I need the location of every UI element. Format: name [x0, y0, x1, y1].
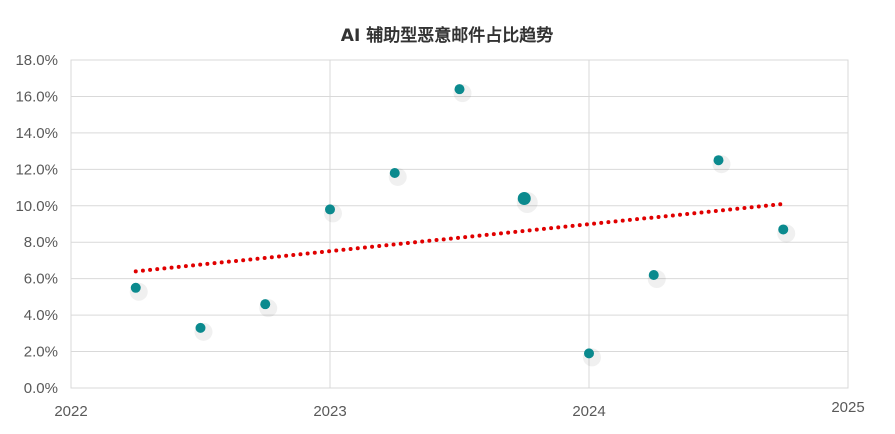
trendline-layer [133, 201, 786, 274]
data-point [648, 270, 659, 281]
data-point [195, 322, 206, 333]
data-point [584, 348, 594, 359]
y-tick-label: 10.0% [15, 198, 58, 215]
y-tick-label: 6.0% [24, 271, 58, 288]
grid [70, 59, 849, 389]
x-tick-label: 2025 [831, 399, 864, 416]
x-axis: 2022 2023 2024 2025 [54, 399, 864, 420]
trendline [133, 201, 786, 274]
data-point [325, 204, 335, 215]
x-tick-label: 2024 [572, 403, 605, 420]
chart-title: AI 辅助型恶意邮件占比趋势 [341, 25, 553, 46]
plot-area [70, 59, 849, 389]
y-tick-label: 8.0% [24, 234, 58, 251]
data-point [713, 155, 724, 166]
y-tick-label: 4.0% [24, 307, 58, 324]
y-tick-label: 2.0% [24, 344, 58, 361]
y-axis: 0.0% 2.0% 4.0% 6.0% 8.0% 10.0% 12.0% 14.0% 16.0%… [15, 52, 58, 397]
data-point [130, 282, 141, 293]
data-point [389, 167, 400, 178]
data-point [517, 191, 531, 205]
y-tick-label: 16.0% [15, 88, 58, 105]
y-tick-label: 12.0% [15, 161, 58, 178]
series-points [129, 84, 796, 367]
data-point [260, 299, 271, 310]
data-point [778, 224, 789, 235]
x-tick-label: 2022 [54, 403, 87, 420]
y-tick-label: 18.0% [15, 52, 58, 69]
y-tick-label: 0.0% [24, 380, 58, 397]
x-tick-label: 2023 [313, 403, 346, 420]
data-point [454, 84, 465, 95]
y-tick-label: 14.0% [15, 125, 58, 142]
